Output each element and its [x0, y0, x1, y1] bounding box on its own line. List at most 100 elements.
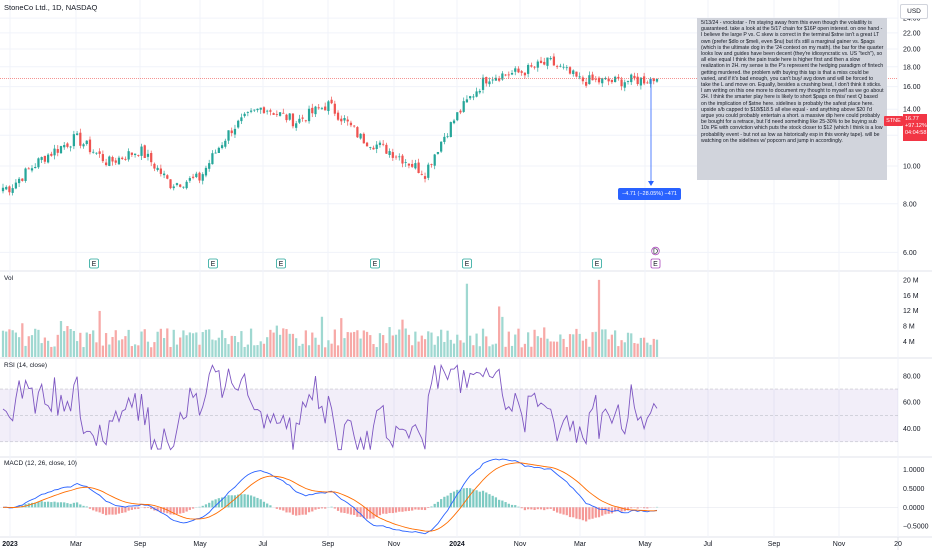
macd-histogram-bar: [169, 507, 172, 515]
macd-histogram-bar: [356, 507, 359, 517]
candle-body: [27, 168, 30, 170]
volume-bar: [630, 333, 633, 357]
macd-histogram-bar: [469, 488, 472, 508]
macd-histogram-bar: [298, 507, 301, 516]
dividend-badge[interactable]: [651, 246, 660, 256]
candle-body: [565, 67, 568, 69]
earnings-badge[interactable]: [592, 258, 602, 269]
macd-histogram-bar: [85, 506, 88, 508]
candle-body: [336, 112, 340, 120]
earnings-badge[interactable]: [370, 258, 380, 269]
macd-histogram-bar: [330, 506, 333, 508]
candle-body: [175, 183, 179, 185]
macd-histogram-bar: [365, 507, 369, 519]
volume-bar: [536, 336, 539, 357]
candle-body: [314, 106, 317, 115]
macd-histogram-bar: [30, 502, 34, 508]
volume-bar: [343, 338, 346, 357]
volume-bar: [85, 332, 88, 357]
volume-bar: [72, 330, 75, 357]
candle-body: [440, 141, 443, 152]
candle-body: [266, 110, 269, 112]
macd-histogram-bar: [143, 507, 146, 509]
macd-histogram-bar: [98, 507, 101, 513]
candle-body: [562, 66, 565, 68]
volume-bar: [585, 338, 588, 357]
earnings-badge-label: E: [279, 261, 284, 268]
candle-body: [43, 155, 47, 162]
volume-tick-label: 4 M: [903, 339, 915, 346]
macd-histogram-bar: [597, 507, 601, 518]
volume-bar: [411, 345, 414, 357]
volume-bar: [101, 345, 104, 357]
price-tick-label: 16.00: [903, 84, 921, 91]
volume-bar: [485, 336, 488, 357]
volume-bar: [249, 328, 253, 357]
earnings-badge[interactable]: [462, 258, 472, 269]
candle-body: [404, 162, 407, 163]
time-tick-label: May: [638, 541, 652, 548]
volume-bar: [607, 339, 610, 357]
volume-bar: [179, 337, 182, 357]
macd-histogram-bar: [459, 489, 462, 508]
candle-body: [610, 79, 614, 83]
macd-histogram-bar: [311, 507, 314, 512]
candle-body: [188, 178, 191, 181]
earnings-badge[interactable]: [89, 258, 99, 269]
volume-bar: [253, 345, 256, 357]
upcoming-earnings-badge[interactable]: [650, 258, 661, 269]
volume-bar: [40, 343, 43, 357]
earnings-badge[interactable]: [208, 258, 218, 269]
macd-histogram-bar: [53, 501, 56, 508]
macd-histogram-bar: [92, 507, 95, 511]
candle-body: [346, 119, 349, 122]
candle-body: [394, 156, 398, 158]
candle-body: [465, 99, 469, 103]
candle-body: [552, 56, 556, 66]
time-tick-label: Mar: [574, 541, 587, 548]
volume-bar: [613, 330, 617, 357]
earnings-badge[interactable]: [276, 258, 286, 269]
candle-body: [46, 154, 50, 163]
volume-bar: [520, 347, 523, 357]
macd-histogram-bar: [291, 507, 295, 515]
candle-body: [246, 112, 249, 113]
candle-body: [79, 132, 82, 146]
macd-tick-label: 0.0000: [903, 505, 925, 512]
candle-body: [75, 133, 79, 135]
volume-bar: [527, 332, 530, 357]
macd-histogram-bar: [646, 507, 649, 509]
volume-bar: [359, 338, 362, 357]
volume-bar: [114, 330, 117, 357]
volume-bar: [446, 330, 449, 357]
macd-histogram-bar: [295, 507, 298, 516]
volume-bar: [559, 334, 562, 357]
price-tick-label: 18.00: [903, 64, 921, 71]
macd-histogram-bar: [594, 507, 597, 518]
candle-body: [53, 148, 56, 156]
volume-bar: [208, 329, 211, 357]
volume-bar: [626, 332, 630, 357]
macd-histogram-bar: [604, 507, 607, 515]
candle-body: [198, 172, 201, 181]
candle-body: [50, 153, 53, 156]
volume-bar: [307, 345, 311, 357]
candle-body: [646, 82, 649, 84]
currency-selector[interactable]: USD: [900, 4, 928, 19]
macd-histogram-bar: [440, 499, 443, 508]
volume-bar: [436, 336, 440, 357]
candle-body: [623, 82, 626, 88]
price-range-measure-label[interactable]: −4.71 (−28.05%) −471: [618, 188, 681, 200]
volume-bar: [191, 333, 195, 357]
macd-histogram-bar: [475, 490, 478, 508]
volume-bar: [11, 330, 14, 357]
candle-body: [340, 118, 343, 122]
macd-histogram-bar: [501, 500, 504, 508]
macd-histogram-bar: [175, 507, 179, 514]
note-annotation[interactable]: 5/13/24 - vrockstar - I'm staying away f…: [697, 18, 887, 180]
macd-histogram-bar: [446, 495, 449, 508]
volume-bar: [478, 346, 481, 357]
macd-histogram-bar: [282, 507, 285, 511]
macd-histogram-bar: [494, 497, 498, 508]
time-tick-label: Nov: [833, 541, 846, 548]
